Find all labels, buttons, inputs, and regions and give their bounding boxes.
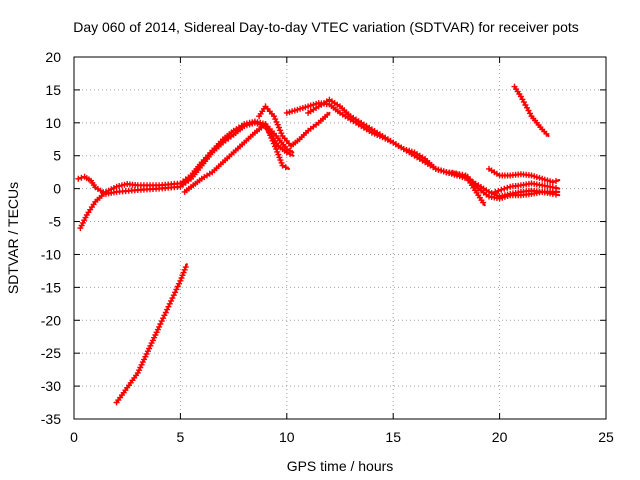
y-tick-label: -35	[41, 411, 61, 427]
series-points-arc-e	[256, 103, 331, 149]
series-points-arc-a	[75, 119, 293, 197]
y-tick-label: 10	[45, 115, 61, 131]
y-tick-label: -20	[41, 312, 61, 328]
y-tick-label: 20	[45, 49, 61, 65]
y-axis-label: SDTVAR / TECUs	[5, 182, 21, 294]
grid	[74, 57, 606, 419]
series-points-arc-k	[492, 180, 559, 195]
series-points-arc-i	[486, 165, 559, 186]
y-tick-label: -5	[49, 214, 62, 230]
y-tick-label: -10	[41, 246, 61, 262]
y-tick-label: -15	[41, 279, 61, 295]
x-tick-label: 5	[177, 429, 185, 445]
x-tick-label: 15	[385, 429, 401, 445]
chart-title: Day 060 of 2014, Sidereal Day-to-day VTE…	[73, 19, 579, 35]
x-tick-label: 25	[598, 429, 614, 445]
y-tick-label: 15	[45, 82, 61, 98]
series-points-arc-d	[113, 264, 189, 406]
x-axis-label: GPS time / hours	[287, 458, 394, 474]
y-tick-label: -25	[41, 345, 61, 361]
series-line-arc-d	[115, 263, 188, 404]
y-tick-label: 5	[53, 148, 61, 164]
series-points-arc-g	[305, 96, 559, 202]
series-layer	[75, 83, 561, 406]
tick-labels: 0 5 10 15 20 25 -35 -30 -25 -20 -15 -10 -5 0 5 10 15 20	[41, 49, 614, 445]
plot-frame	[73, 56, 607, 420]
x-tick-label: 10	[279, 429, 295, 445]
x-tick-label: 20	[492, 429, 508, 445]
y-tick-label: -30	[41, 378, 61, 394]
ticks	[73, 56, 607, 420]
series-line-arc-b	[79, 120, 295, 230]
series-points-arc-c	[181, 121, 289, 195]
x-tick-label: 0	[70, 429, 78, 445]
y-tick-label: 0	[53, 181, 61, 197]
series-points-arc-b	[77, 118, 293, 232]
series-points-arc-h	[443, 169, 487, 206]
series-points-arc-j	[511, 83, 550, 137]
